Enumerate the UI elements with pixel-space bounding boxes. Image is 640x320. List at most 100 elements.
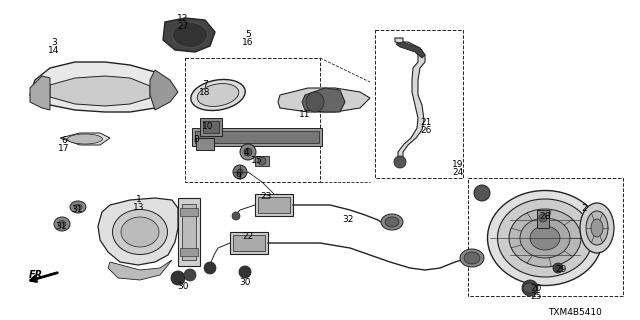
Text: 28: 28: [540, 212, 550, 221]
Text: 15: 15: [252, 156, 263, 165]
Ellipse shape: [306, 92, 324, 112]
Ellipse shape: [464, 252, 480, 264]
Circle shape: [474, 185, 490, 201]
Text: 7: 7: [202, 80, 208, 89]
Ellipse shape: [74, 204, 82, 210]
Bar: [180, 208, 198, 216]
Bar: [255, 194, 293, 216]
Bar: [195, 131, 319, 143]
Bar: [182, 204, 196, 260]
Bar: [233, 235, 265, 251]
Ellipse shape: [509, 209, 581, 267]
Circle shape: [239, 266, 251, 278]
Ellipse shape: [113, 210, 168, 254]
Circle shape: [232, 212, 240, 220]
Bar: [180, 248, 198, 256]
Ellipse shape: [523, 283, 537, 293]
Text: 11: 11: [300, 110, 311, 119]
Circle shape: [240, 144, 256, 160]
Ellipse shape: [70, 201, 86, 213]
Circle shape: [237, 169, 243, 175]
Ellipse shape: [385, 217, 399, 227]
Text: 16: 16: [243, 38, 253, 47]
Circle shape: [553, 263, 563, 273]
Ellipse shape: [67, 134, 102, 144]
Text: 29: 29: [556, 265, 566, 274]
Polygon shape: [150, 70, 178, 110]
Text: 31: 31: [55, 222, 67, 231]
Text: 27: 27: [177, 22, 189, 31]
Text: 9: 9: [235, 172, 241, 181]
Polygon shape: [50, 76, 150, 106]
Text: 23: 23: [260, 192, 272, 201]
Ellipse shape: [497, 199, 593, 277]
Text: 24: 24: [452, 168, 463, 177]
Circle shape: [244, 148, 252, 156]
Text: 25: 25: [531, 292, 541, 301]
Text: 5: 5: [245, 30, 251, 39]
Ellipse shape: [381, 214, 403, 230]
Text: 10: 10: [202, 122, 214, 131]
Text: 8: 8: [193, 135, 199, 144]
Bar: [230, 232, 268, 254]
Text: 1: 1: [136, 195, 142, 204]
Text: FR.: FR.: [29, 270, 47, 280]
Text: 30: 30: [239, 278, 251, 287]
Polygon shape: [395, 38, 425, 160]
Text: 14: 14: [48, 46, 60, 55]
Polygon shape: [108, 260, 172, 280]
Ellipse shape: [197, 84, 239, 107]
Circle shape: [522, 280, 538, 296]
Bar: [203, 121, 219, 133]
Ellipse shape: [586, 211, 608, 245]
Ellipse shape: [488, 190, 602, 285]
Circle shape: [233, 165, 247, 179]
Ellipse shape: [191, 79, 245, 110]
Polygon shape: [302, 88, 345, 112]
Circle shape: [258, 157, 266, 165]
Ellipse shape: [591, 219, 603, 237]
Text: 18: 18: [199, 88, 211, 97]
Ellipse shape: [54, 217, 70, 231]
Text: 30: 30: [177, 282, 189, 291]
Ellipse shape: [530, 226, 560, 250]
Text: 22: 22: [243, 232, 253, 241]
Text: 19: 19: [452, 160, 464, 169]
Ellipse shape: [520, 218, 570, 258]
Circle shape: [204, 262, 216, 274]
Text: 12: 12: [177, 14, 189, 23]
Polygon shape: [163, 18, 215, 52]
Text: 20: 20: [531, 284, 541, 293]
Bar: [192, 128, 322, 146]
Bar: [255, 156, 269, 166]
Polygon shape: [30, 76, 50, 110]
Bar: [200, 118, 222, 136]
Text: 6: 6: [61, 136, 67, 145]
Circle shape: [539, 214, 547, 222]
Circle shape: [184, 269, 196, 281]
Bar: [196, 138, 214, 150]
Text: TXM4B5410: TXM4B5410: [548, 308, 602, 317]
Circle shape: [171, 271, 185, 285]
Ellipse shape: [460, 249, 484, 267]
Text: 2: 2: [581, 204, 587, 213]
Ellipse shape: [173, 22, 207, 47]
Text: 26: 26: [420, 126, 432, 135]
Text: 17: 17: [58, 144, 70, 153]
Ellipse shape: [58, 220, 66, 228]
Ellipse shape: [580, 203, 614, 253]
Bar: [178, 198, 200, 266]
Text: 4: 4: [243, 148, 249, 157]
Circle shape: [394, 156, 406, 168]
Text: 31: 31: [71, 205, 83, 214]
Bar: [375, 30, 463, 178]
Bar: [258, 197, 290, 213]
Polygon shape: [30, 62, 175, 112]
Polygon shape: [60, 133, 110, 145]
Text: 21: 21: [420, 118, 432, 127]
Polygon shape: [396, 42, 425, 58]
Bar: [468, 178, 623, 296]
Polygon shape: [278, 88, 370, 112]
Text: 3: 3: [51, 38, 57, 47]
Ellipse shape: [121, 217, 159, 247]
